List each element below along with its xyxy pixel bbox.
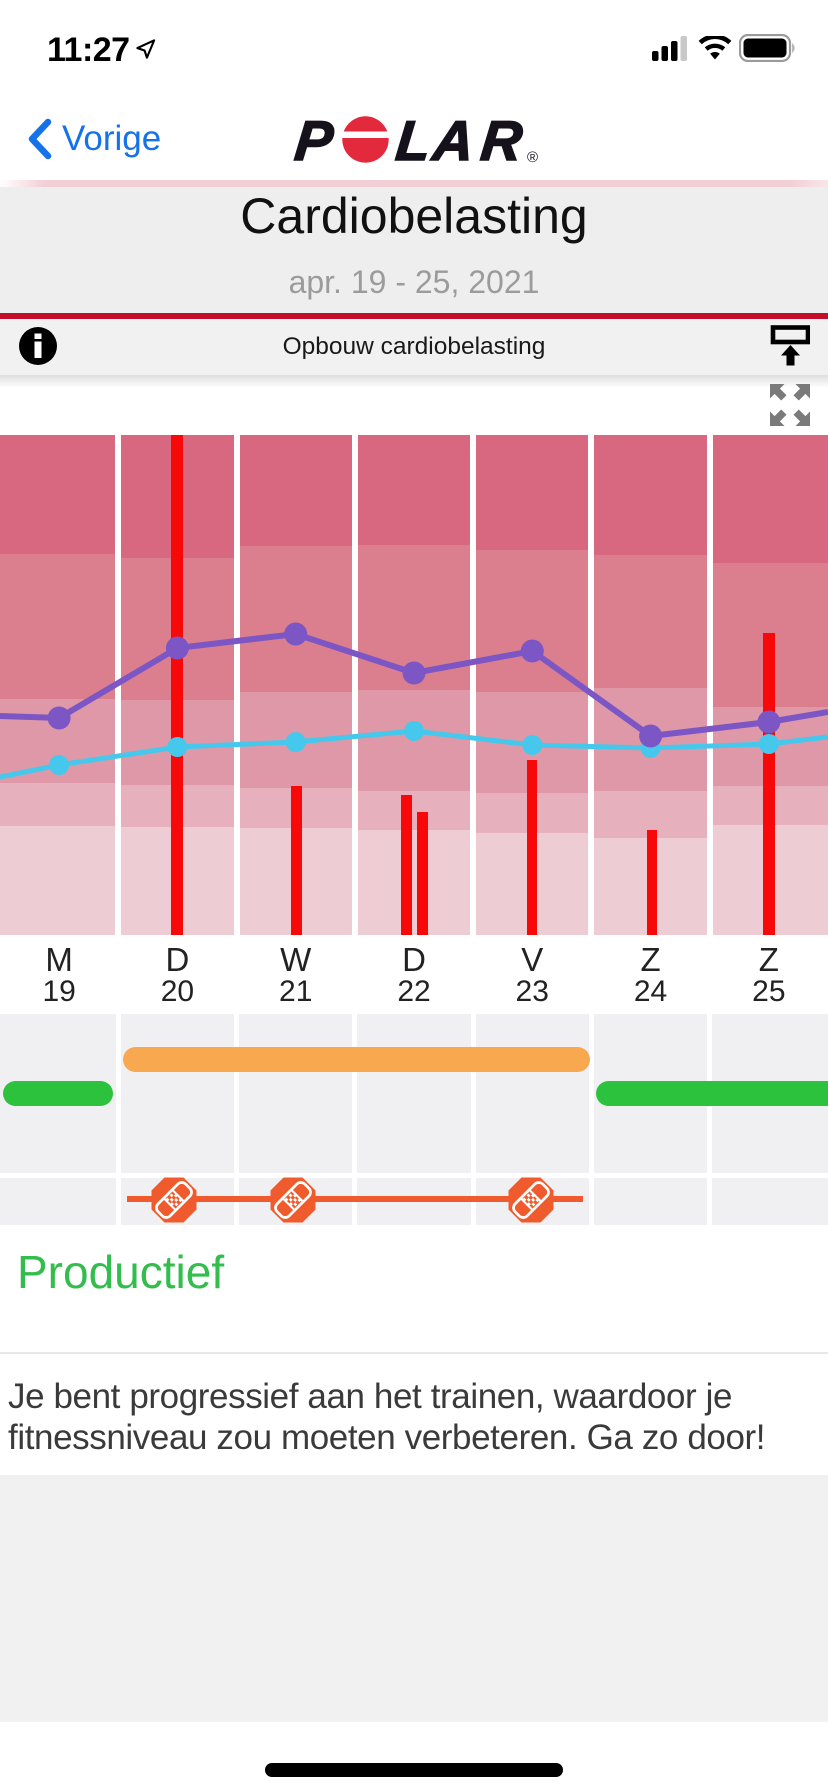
svg-text:L: L	[393, 116, 434, 164]
svg-text:R: R	[478, 116, 525, 164]
svg-text:®: ®	[527, 149, 538, 164]
svg-text:A: A	[428, 116, 477, 164]
svg-text:P: P	[292, 116, 336, 164]
